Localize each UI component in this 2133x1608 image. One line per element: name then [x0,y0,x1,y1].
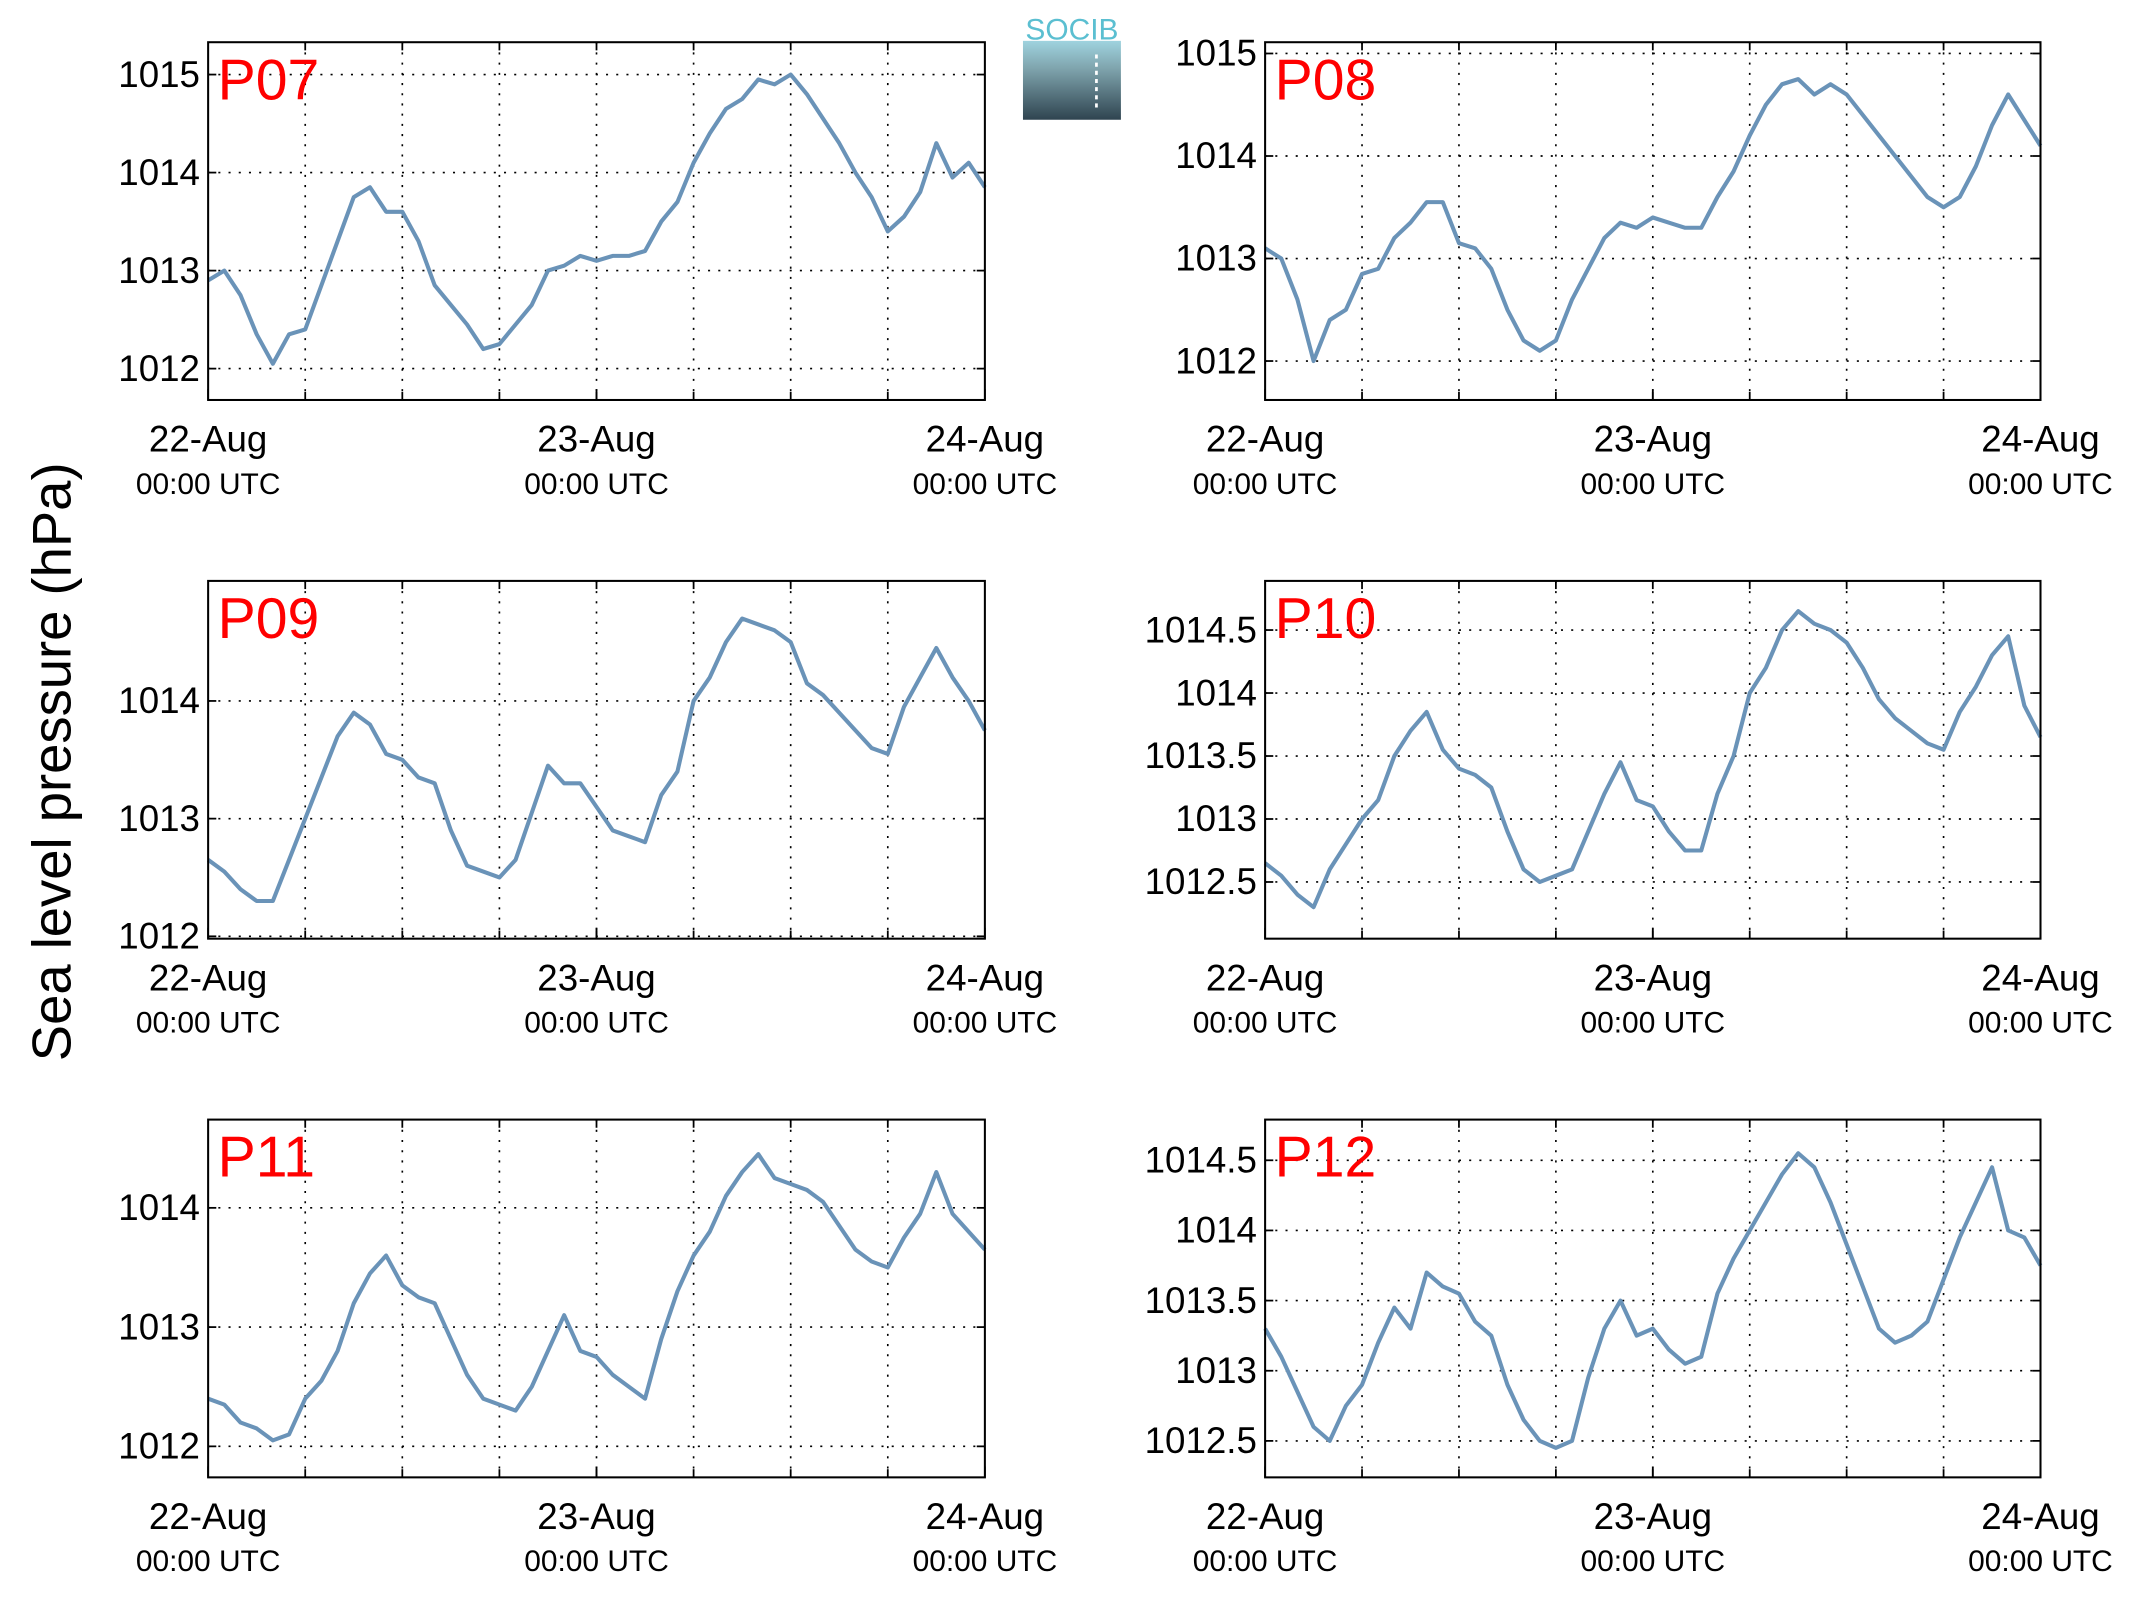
x-tick-sublabel: 00:00 UTC [136,1007,281,1040]
plot-area [208,42,985,400]
y-tick-label: 1013.5 [1145,735,1257,776]
plot-frame [207,579,986,940]
x-tick-label: 23-Aug [1594,957,1712,998]
plot-frame [1264,579,2042,940]
y-tick-label: 1015 [118,54,200,95]
x-tick-label: 23-Aug [537,419,655,460]
y-tick-label: 1013 [118,1306,200,1347]
x-tick-label: 24-Aug [1981,1496,2099,1537]
data-line [207,1152,987,1443]
plot-frame [207,41,986,402]
y-axis-label: Sea level pressure (hPa) [22,462,83,1061]
data-line [1263,1151,2043,1450]
y-tick-label: 1014 [118,1187,200,1228]
x-tick-label: 23-Aug [537,957,655,998]
x-tick-sublabel: 00:00 UTC [1968,468,2113,501]
panel: 1012 1013 1014 1015 22-Aug 00:00 UTC 23-Aug 00:… [118,41,1058,501]
x-tick-label: 24-Aug [926,957,1044,998]
y-tick-label: 1014 [118,680,200,721]
x-tick-label: 22-Aug [149,957,267,998]
panel-title: P08 [1275,48,1377,112]
x-tick-label: 22-Aug [149,419,267,460]
y-tick-label: 1013 [118,250,200,291]
logo: SOCIB [1022,13,1121,120]
x-tick-sublabel: 00:00 UTC [913,468,1058,501]
x-tick-label: 24-Aug [1981,957,2099,998]
y-tick-label: 1013 [1175,798,1257,839]
y-tick-label: 1012 [118,916,200,957]
x-tick-label: 22-Aug [1206,419,1324,460]
x-tick-label: 22-Aug [1206,957,1324,998]
x-tick-sublabel: 00:00 UTC [524,468,669,501]
plot-area [208,580,985,939]
panel: 1012 1013 1014 1015 22-Aug 00:00 UTC 23-Aug 00:… [1175,33,2113,501]
panel-title: P07 [218,48,320,112]
y-tick-label: 1014.5 [1145,609,1257,650]
y-tick-label: 1012 [118,1426,200,1467]
x-tick-label: 23-Aug [537,1496,655,1537]
x-tick-sublabel: 00:00 UTC [524,1545,669,1578]
x-tick-sublabel: 00:00 UTC [1193,1007,1338,1040]
x-tick-label: 23-Aug [1594,1496,1712,1537]
x-tick-sublabel: 00:00 UTC [1968,1545,2113,1578]
panel: 1012.5 1013 1013.5 1014 1014.5 22-Aug 00:00 UT… [1145,579,2113,1040]
x-tick-label: 23-Aug [1594,419,1712,460]
plot-area [1265,1119,2041,1478]
y-tick-label: 1014 [1175,135,1257,176]
x-tick-sublabel: 00:00 UTC [1193,468,1338,501]
x-tick-sublabel: 00:00 UTC [1580,1007,1725,1040]
x-tick-sublabel: 00:00 UTC [913,1545,1058,1578]
x-tick-sublabel: 00:00 UTC [136,468,281,501]
logo-text: SOCIB [1025,13,1118,46]
y-tick-label: 1015 [1175,33,1257,74]
x-tick-sublabel: 00:00 UTC [1193,1545,1338,1578]
x-tick-label: 22-Aug [1206,1496,1324,1537]
x-tick-sublabel: 00:00 UTC [1580,1545,1725,1578]
y-tick-label: 1012.5 [1145,861,1257,902]
panel: 1012.5 1013 1013.5 1014 1014.5 22-Aug 00:00 UT… [1145,1118,2113,1578]
x-tick-sublabel: 00:00 UTC [913,1007,1058,1040]
y-tick-label: 1013 [1175,1350,1257,1391]
plot-frame [207,1118,986,1479]
panel-title: P09 [218,587,320,651]
x-tick-label: 24-Aug [926,1496,1044,1537]
panel-title: P10 [1275,587,1377,651]
panel: 1012 1013 1014 22-Aug 00:00 UTC 23-Aug 00:00 U… [118,579,1058,1040]
data-line [1264,77,2043,364]
y-tick-label: 1014.5 [1145,1140,1257,1181]
y-tick-label: 1014 [118,152,200,193]
logo-box [1022,40,1121,120]
panel-title: P11 [218,1126,315,1190]
plot-area [1265,580,2041,939]
y-tick-label: 1012 [1175,340,1257,381]
data-line [1263,609,2043,910]
x-tick-label: 24-Aug [926,419,1044,460]
y-tick-label: 1013 [118,798,200,839]
y-tick-label: 1014 [1175,672,1257,713]
x-tick-label: 22-Aug [149,1496,267,1537]
plot-area [208,1119,985,1478]
x-tick-sublabel: 00:00 UTC [1968,1007,2113,1040]
plot-area [1265,42,2041,400]
y-tick-label: 1013.5 [1145,1280,1257,1321]
x-tick-sublabel: 00:00 UTC [136,1545,281,1578]
panel-title: P12 [1275,1126,1377,1190]
data-line [206,616,987,904]
x-tick-sublabel: 00:00 UTC [1580,468,1725,501]
data-line [207,72,987,366]
panel: 1012 1013 1014 22-Aug 00:00 UTC 23-Aug 00:00 U… [118,1118,1058,1578]
y-tick-label: 1012.5 [1145,1420,1257,1461]
plot-frame [1264,1118,2042,1479]
plot-frame [1264,41,2042,402]
y-tick-label: 1012 [118,348,200,389]
x-tick-label: 24-Aug [1981,419,2099,460]
y-tick-label: 1013 [1175,238,1257,279]
y-tick-label: 1014 [1175,1210,1257,1251]
x-tick-sublabel: 00:00 UTC [524,1007,669,1040]
